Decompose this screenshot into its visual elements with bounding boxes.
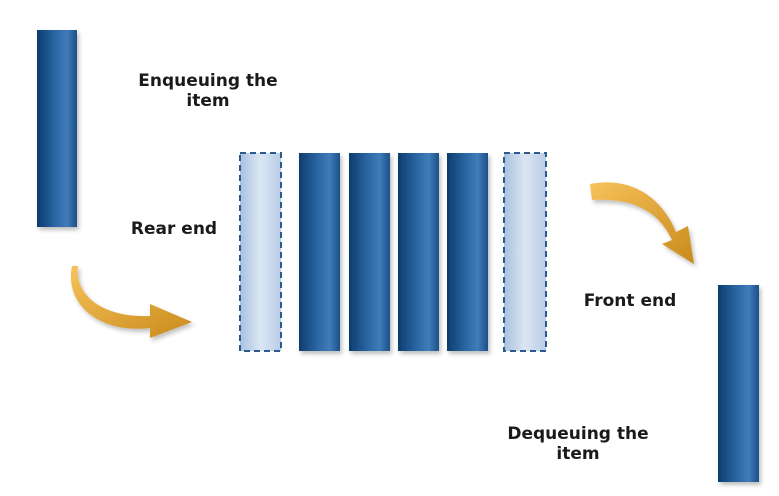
enqueue-label-line2: item bbox=[186, 91, 230, 111]
queue-slot-front-empty bbox=[503, 152, 547, 352]
queue-slot-filled bbox=[349, 153, 390, 351]
queue-slot-filled bbox=[398, 153, 439, 351]
enqueue-label-line1: Enqueuing the bbox=[138, 71, 278, 91]
dequeue-label: Dequeuing the item bbox=[488, 424, 668, 464]
dequeue-arrow-icon bbox=[590, 182, 694, 264]
dequeue-label-line2: item bbox=[556, 444, 600, 464]
queue-slot-filled bbox=[299, 153, 340, 351]
dequeue-item bbox=[718, 285, 759, 482]
queue bbox=[239, 152, 547, 352]
enqueue-arrow-icon bbox=[70, 266, 192, 338]
front-end-label: Front end bbox=[583, 291, 677, 311]
enqueue-item bbox=[37, 30, 77, 227]
queue-slot-filled bbox=[447, 153, 488, 351]
rear-end-label: Rear end bbox=[130, 219, 218, 239]
dequeue-label-line1: Dequeuing the bbox=[507, 424, 649, 444]
enqueue-label: Enqueuing the item bbox=[118, 71, 298, 111]
queue-slot-rear-empty bbox=[239, 152, 282, 352]
